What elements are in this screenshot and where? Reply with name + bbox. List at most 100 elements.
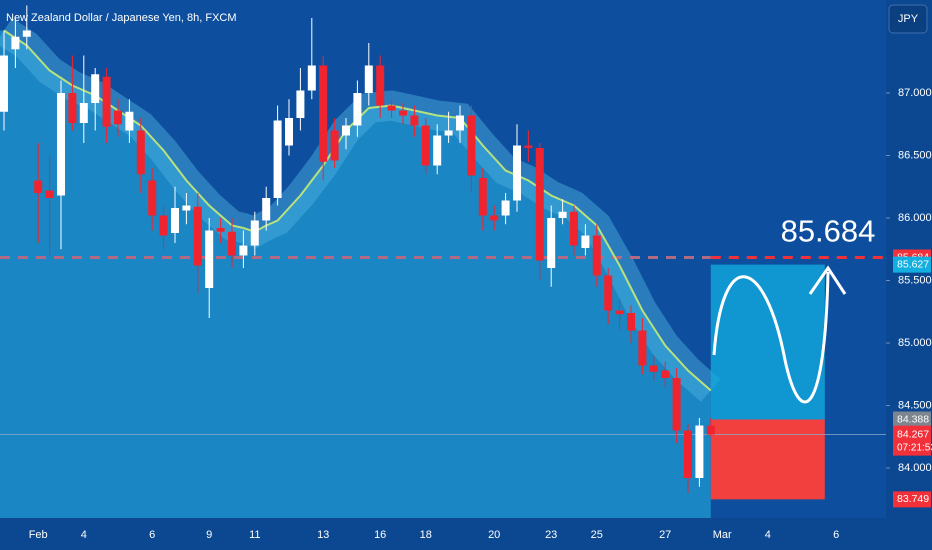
entry-tag-bg bbox=[893, 411, 931, 428]
x-tick-label: 9 bbox=[206, 529, 212, 541]
chart-title: New Zealand Dollar / Japanese Yen, 8h, F… bbox=[6, 12, 237, 24]
candle-body bbox=[171, 208, 179, 233]
candle-body bbox=[285, 118, 293, 146]
candle-body bbox=[91, 74, 100, 103]
candle-body bbox=[570, 211, 578, 246]
candle-body bbox=[661, 370, 670, 378]
candle-body bbox=[262, 198, 271, 221]
x-tick-label: 4 bbox=[765, 529, 771, 541]
ma-area bbox=[0, 30, 711, 518]
candle-body bbox=[45, 190, 54, 198]
candle-body bbox=[342, 125, 350, 136]
candle-body bbox=[501, 200, 510, 216]
candle-body bbox=[410, 115, 419, 126]
candle-body bbox=[205, 230, 214, 288]
candle-body bbox=[307, 65, 316, 91]
candle-body bbox=[513, 145, 521, 201]
stop-tag: 83.749 bbox=[897, 493, 929, 505]
x-tick-label: 18 bbox=[420, 529, 432, 541]
x-tick-label: 13 bbox=[317, 529, 329, 541]
x-tick-label: 6 bbox=[833, 529, 839, 541]
candle-body bbox=[11, 36, 20, 50]
candle-body bbox=[376, 65, 385, 106]
candle-body bbox=[490, 215, 499, 221]
candle-body bbox=[79, 103, 88, 123]
target-zone bbox=[710, 264, 825, 420]
candle-body bbox=[353, 93, 362, 126]
candle-body bbox=[57, 93, 65, 196]
time-axis bbox=[0, 518, 886, 550]
x-tick-label: 25 bbox=[591, 529, 603, 541]
candle-body bbox=[706, 425, 715, 435]
candle-body bbox=[672, 378, 681, 431]
candle-body bbox=[592, 235, 601, 276]
currency-label[interactable]: JPY bbox=[898, 13, 919, 25]
x-tick-label: 4 bbox=[81, 529, 87, 541]
candle-body bbox=[193, 206, 202, 266]
candle-body bbox=[581, 235, 590, 248]
candle-body bbox=[125, 111, 134, 131]
candle-body bbox=[456, 115, 464, 131]
x-tick-label: 23 bbox=[545, 529, 557, 541]
y-tick-label: 84.500 bbox=[898, 399, 932, 411]
x-tick-label: 6 bbox=[149, 529, 155, 541]
x-tick-label: 27 bbox=[659, 529, 671, 541]
entry-tag: 84.388 bbox=[897, 413, 929, 425]
zone-top-tag-bg bbox=[893, 256, 931, 273]
candle-body bbox=[319, 65, 328, 162]
y-tick-label: 85.500 bbox=[898, 274, 932, 286]
target-label: 85.684 bbox=[781, 214, 876, 249]
candle-body bbox=[467, 115, 476, 176]
candle-body bbox=[387, 105, 396, 111]
x-tick-label: Feb bbox=[29, 529, 48, 541]
y-tick-label: 87.000 bbox=[898, 87, 932, 99]
countdown: 07:21:53 bbox=[897, 442, 932, 453]
candle-body bbox=[34, 180, 43, 193]
candle-body bbox=[228, 231, 236, 256]
candle-body bbox=[478, 178, 487, 216]
candle-body bbox=[114, 110, 122, 125]
candle-body bbox=[547, 218, 556, 268]
price-axis bbox=[886, 0, 932, 550]
candle-body bbox=[433, 135, 442, 166]
x-tick-label: Mar bbox=[713, 529, 732, 541]
candle-body bbox=[22, 30, 31, 37]
candle-body bbox=[273, 120, 282, 198]
x-tick-label: 20 bbox=[488, 529, 500, 541]
candle-body bbox=[330, 130, 339, 161]
candle-body bbox=[68, 93, 77, 123]
stop-zone bbox=[710, 419, 825, 500]
candle-body bbox=[216, 228, 225, 232]
candle-body bbox=[627, 313, 635, 331]
candle-body bbox=[250, 220, 259, 246]
candle-body bbox=[148, 180, 157, 216]
candle-body bbox=[0, 55, 8, 112]
y-tick-label: 86.500 bbox=[898, 149, 932, 161]
x-tick-label: 16 bbox=[374, 529, 386, 541]
current-tag: 84.267 bbox=[897, 428, 929, 440]
candle-body bbox=[558, 211, 567, 218]
candle-body bbox=[421, 125, 430, 166]
candle-body bbox=[444, 130, 453, 136]
candle-body bbox=[159, 215, 168, 236]
candle-body bbox=[649, 365, 658, 372]
candle-body bbox=[399, 110, 407, 116]
candle-body bbox=[136, 130, 145, 175]
candle-body bbox=[182, 205, 191, 211]
candle-body bbox=[638, 330, 647, 366]
zone-top-tag: 85.627 bbox=[897, 258, 929, 270]
candle-body bbox=[364, 65, 373, 93]
candle-body bbox=[524, 145, 533, 148]
projection-arrowhead bbox=[808, 265, 847, 295]
candle-body bbox=[615, 310, 624, 315]
y-tick-label: 85.000 bbox=[898, 337, 932, 349]
x-tick-label: 11 bbox=[249, 529, 260, 541]
current-tag-bg bbox=[893, 425, 931, 456]
candle-body bbox=[102, 76, 111, 127]
candle-body bbox=[695, 425, 704, 478]
candle-body bbox=[604, 275, 613, 311]
candle-body bbox=[239, 245, 248, 256]
candle-body bbox=[296, 90, 305, 118]
currency-button[interactable] bbox=[888, 4, 928, 34]
